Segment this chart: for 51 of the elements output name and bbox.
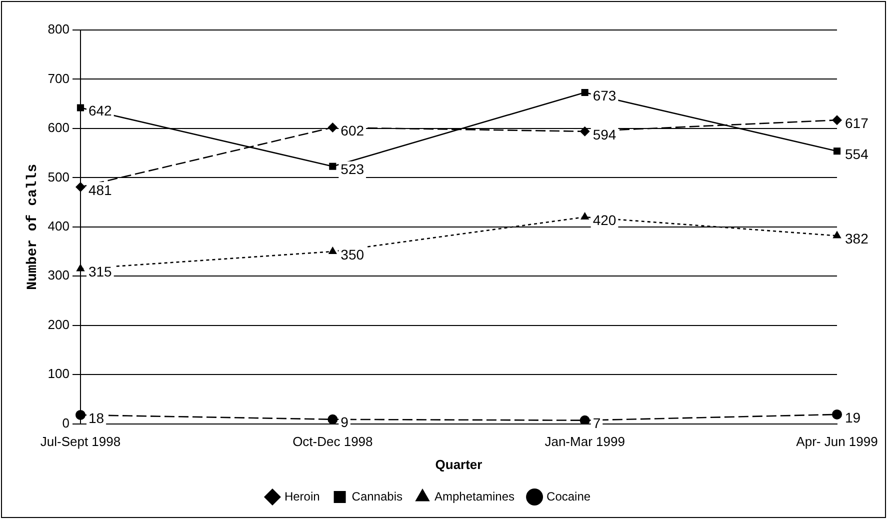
- point: [328, 246, 337, 254]
- y-tick-label: 600: [48, 120, 70, 136]
- data-label: 350: [340, 246, 364, 262]
- point: [832, 409, 842, 420]
- data-label: 617: [845, 114, 869, 131]
- legend-label: Cocaine: [546, 489, 591, 504]
- legend-label: Cannabis: [352, 489, 402, 504]
- y-tick-label: 200: [48, 316, 70, 332]
- point: [833, 148, 841, 155]
- data-label: 19: [845, 409, 861, 426]
- point: [329, 162, 336, 170]
- point: [580, 126, 590, 136]
- point: [75, 410, 86, 420]
- data-label: 18: [88, 410, 104, 426]
- data-label: 594: [592, 126, 616, 142]
- legend-label: Amphetamines: [434, 489, 515, 504]
- data-label: 382: [845, 230, 869, 247]
- x-axis-title: Quarter: [435, 456, 482, 472]
- data-label: 554: [845, 146, 869, 162]
- point: [580, 212, 590, 220]
- data-label: 673: [592, 87, 616, 104]
- y-tick-label: 300: [48, 268, 70, 283]
- y-tick-label: 100: [48, 366, 70, 382]
- y-tick-label: 500: [48, 169, 70, 184]
- point: [76, 264, 85, 272]
- point: [328, 414, 338, 424]
- point: [580, 415, 590, 424]
- data-label: 315: [88, 264, 112, 280]
- point: [76, 104, 84, 112]
- data-label: 420: [592, 212, 616, 228]
- x-tick-label: Jan-Mar 1999: [544, 434, 625, 450]
- x-tick-label: Apr- Jun 1999: [796, 434, 878, 450]
- y-tick-label: 800: [48, 22, 70, 37]
- point: [832, 115, 842, 126]
- data-label: 9: [340, 414, 349, 430]
- point: [581, 88, 588, 96]
- x-tick-label: Oct-Dec 1998: [292, 434, 373, 450]
- y-tick-label: 700: [48, 70, 70, 86]
- y-tick-label: 400: [48, 218, 70, 234]
- data-label: 642: [88, 102, 112, 119]
- legend-label: Heroin: [284, 489, 320, 504]
- data-label: 481: [88, 182, 112, 198]
- y-tick-label: 0: [62, 415, 70, 430]
- point: [75, 182, 86, 192]
- y-axis-title: Number of calls: [24, 164, 41, 290]
- data-label: 602: [340, 122, 364, 138]
- data-label: 523: [340, 161, 364, 178]
- x-tick-label: Jul-Sept 1998: [40, 434, 121, 450]
- point: [328, 122, 338, 132]
- data-label: 7: [592, 415, 601, 432]
- point: [832, 230, 842, 238]
